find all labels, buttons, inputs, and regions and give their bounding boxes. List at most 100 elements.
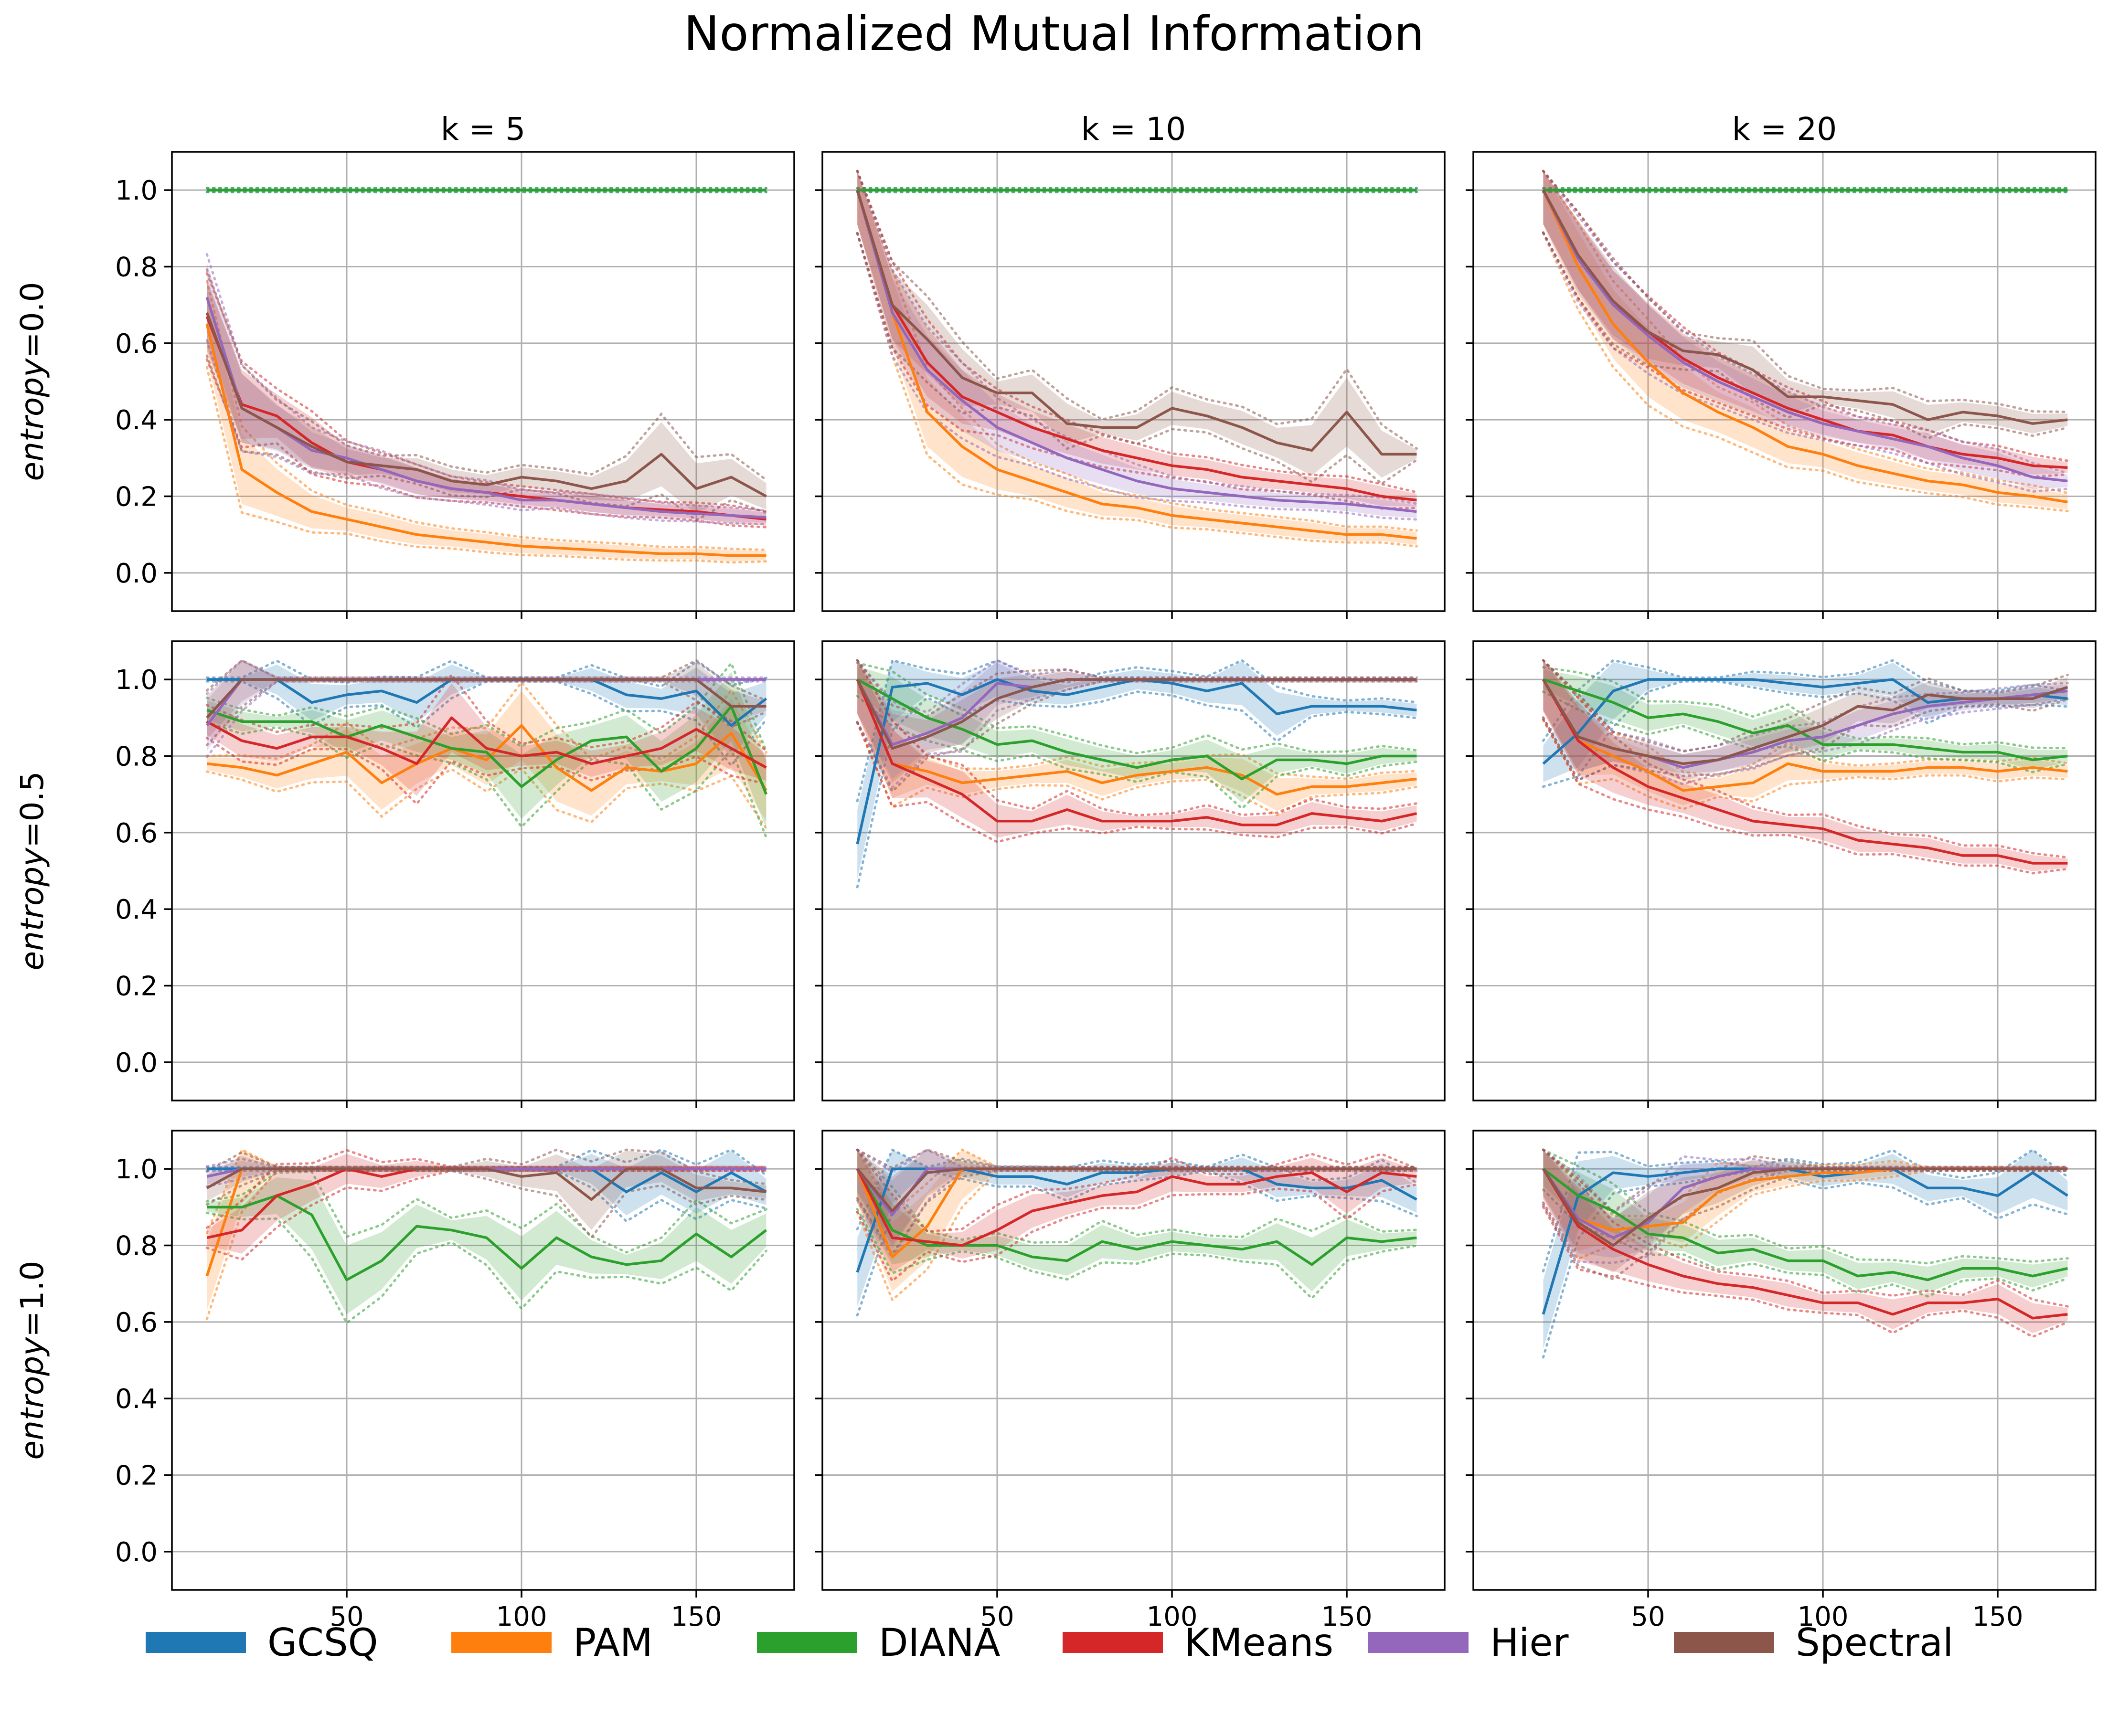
band-pam [857, 171, 1417, 545]
dotted-min-kmeans [205, 1169, 767, 1261]
dotted-min-spectral [1542, 698, 2069, 782]
dotted-min-diana [856, 1207, 1418, 1300]
series-line-spectral [856, 190, 1417, 456]
series-line-diana [1542, 1167, 2068, 1281]
dotted-max-gcsq [856, 659, 1418, 803]
band-gcsq [207, 664, 767, 758]
legend-item-diana: DIANA [757, 1620, 1001, 1665]
dotted-min-diana [205, 1211, 767, 1325]
x-tick-label: 150 [1972, 1601, 2023, 1632]
x-tick-label: 100 [496, 1601, 547, 1632]
series-line-kmeans [1542, 189, 2068, 469]
legend-item-spectral: Spectral [1674, 1620, 1953, 1665]
y-tick-label: 0.2 [115, 482, 158, 513]
dotted-min-spectral [205, 1169, 767, 1239]
row-label: entropy=1.0 [14, 1260, 51, 1460]
y-tick-label: 0.0 [115, 1048, 158, 1079]
band-diana [857, 1150, 1417, 1292]
panel-r2-c1: 50 100 150 [815, 1130, 1446, 1632]
dotted-max-diana [205, 1170, 767, 1254]
band-kmeans [857, 1150, 1417, 1272]
y-tick-label: 0.8 [115, 1231, 158, 1262]
dotted-max-pam [1542, 169, 2069, 495]
y-tick-label: 1.0 [115, 175, 158, 206]
dotted-max-spectral [205, 268, 767, 481]
dotted-max-spectral [1542, 1148, 2069, 1214]
series-line-diana [207, 1194, 767, 1281]
dotted-max-spectral [856, 1148, 1418, 1169]
band-gcsq [857, 1150, 1417, 1307]
legend-item-pam: PAM [451, 1620, 653, 1665]
y-tick-label: 1.0 [115, 1154, 158, 1185]
dotted-max-gcsq [1542, 1148, 2069, 1273]
band-kmeans [207, 1154, 767, 1254]
chart-title: Normalized Mutual Information [684, 6, 1425, 62]
legend-label: Hier [1490, 1620, 1569, 1665]
band-spectral [1543, 660, 2068, 773]
panel-r0-c2 [1466, 151, 2097, 619]
series-line-spectral [1542, 1167, 2068, 1247]
x-tick-label: 50 [1631, 1601, 1665, 1632]
dotted-min-gcsq [1542, 1169, 2069, 1359]
dotted-min-kmeans [856, 721, 1418, 844]
axes-frame [171, 1130, 795, 1591]
dotted-min-kmeans [1542, 1206, 2069, 1338]
band-kmeans [207, 282, 767, 526]
panel-r2-c2: 50 100 150 [1466, 1130, 2097, 1632]
dotted-max-diana [856, 662, 1418, 755]
dotted-min-pam [1542, 1169, 2069, 1260]
panel-r0-c1 [815, 151, 1446, 619]
legend-swatch [1674, 1632, 1774, 1653]
row-label-value: =1.0 [14, 1260, 51, 1337]
legend-label: GCSQ [267, 1620, 378, 1665]
band-gcsq [1543, 1150, 2068, 1349]
dotted-min-spectral [205, 680, 767, 746]
band-kmeans [1543, 1150, 2068, 1334]
legend-label: PAM [573, 1620, 653, 1665]
x-tick-label: 150 [1321, 1601, 1373, 1632]
series-line-kmeans [206, 716, 767, 769]
legend-swatch [1368, 1632, 1469, 1653]
row-label-prefix: entropy [14, 847, 51, 971]
series-line-kmeans [1542, 1168, 2068, 1320]
series-line-spectral [206, 678, 767, 719]
x-tick-label: 100 [1147, 1601, 1198, 1632]
dotted-max-pam [205, 680, 767, 761]
band-kmeans [857, 171, 1417, 507]
dotted-max-spectral [856, 659, 1418, 718]
axes-frame [1472, 1130, 2097, 1591]
dotted-min-diana [1542, 1188, 2069, 1298]
row-label-value: =0.0 [14, 282, 51, 358]
band-hier [1543, 1150, 2068, 1258]
column-title: k = 5 [441, 111, 525, 148]
legend-swatch [146, 1632, 246, 1653]
dotted-max-kmeans [856, 169, 1418, 494]
series-line-pam [856, 679, 1417, 796]
band-kmeans [1543, 660, 2068, 871]
series-line-kmeans [856, 679, 1417, 826]
dotted-max-diana [1542, 1148, 2069, 1265]
legend-swatch [757, 1632, 857, 1653]
legend-item-hier: Hier [1368, 1620, 1569, 1665]
row-label-value: =0.5 [14, 771, 51, 847]
dotted-max-pam [856, 169, 1418, 532]
dotted-min-kmeans [1542, 718, 2069, 875]
y-tick-label: 0.4 [115, 894, 158, 925]
panel-r1-c2 [1466, 640, 2097, 1108]
dotted-min-diana [205, 721, 767, 839]
series-line-diana [1543, 678, 2068, 762]
y-tick-label: 0.6 [115, 818, 158, 849]
axes-frame [821, 1130, 1446, 1591]
dotted-max-diana [856, 1148, 1418, 1244]
axes-frame [821, 640, 1446, 1101]
dotted-min-pam [856, 232, 1418, 548]
series-line-kmeans [856, 190, 1417, 502]
series-line-hier [205, 296, 767, 519]
panels: 0.0 0.2 0.4 0.6 0.8 1.0 0.0 0.2 0.4 0.6 0.8 1.0 50 10… [115, 151, 2097, 1632]
y-tick-label: 0.8 [115, 252, 158, 283]
band-hier [1543, 171, 2068, 489]
band-pam [207, 691, 767, 821]
series-line-hier [856, 190, 1417, 513]
dotted-max-pam [205, 280, 767, 551]
series-line-pam [1542, 678, 2068, 792]
